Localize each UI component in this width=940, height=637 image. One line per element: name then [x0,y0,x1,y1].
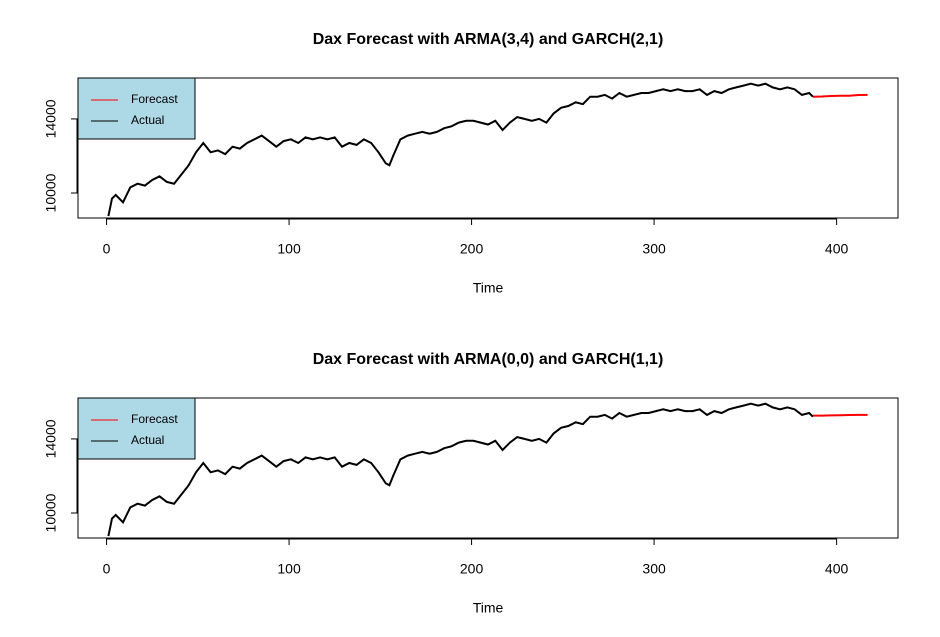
series-line [107,402,814,537]
x-tick-label: 400 [825,561,849,577]
x-axis-label: Time [473,600,504,616]
x-tick-label: 100 [277,241,301,257]
x-tick-label: 300 [642,241,666,257]
x-tick-label: 100 [277,561,301,577]
y-tick-label: 14000 [43,419,59,458]
x-tick-label: 300 [642,561,666,577]
x-tick-label: 200 [460,241,484,257]
legend-label: Forecast [131,92,178,106]
legend-label: Actual [131,113,164,127]
x-tick-label: 0 [103,561,111,577]
x-tick-label: 0 [103,241,111,257]
x-axis-label: Time [473,280,504,296]
legend-box [77,77,196,140]
legend-label: Forecast [131,412,178,426]
series-line [812,93,868,98]
x-tick-label: 200 [460,561,484,577]
chart-title: Dax Forecast with ARMA(0,0) and GARCH(1,… [313,351,664,368]
y-tick-label: 10000 [43,493,59,532]
y-tick-label: 14000 [43,99,59,138]
y-tick-label: 10000 [43,173,59,212]
series-line [812,413,868,417]
plot-frame [77,77,899,219]
plot-frame [77,397,899,539]
series-line [107,82,814,217]
x-tick-label: 400 [825,241,849,257]
chart-title: Dax Forecast with ARMA(3,4) and GARCH(2,… [313,31,664,48]
legend-label: Actual [131,433,164,447]
legend-box [77,397,196,460]
